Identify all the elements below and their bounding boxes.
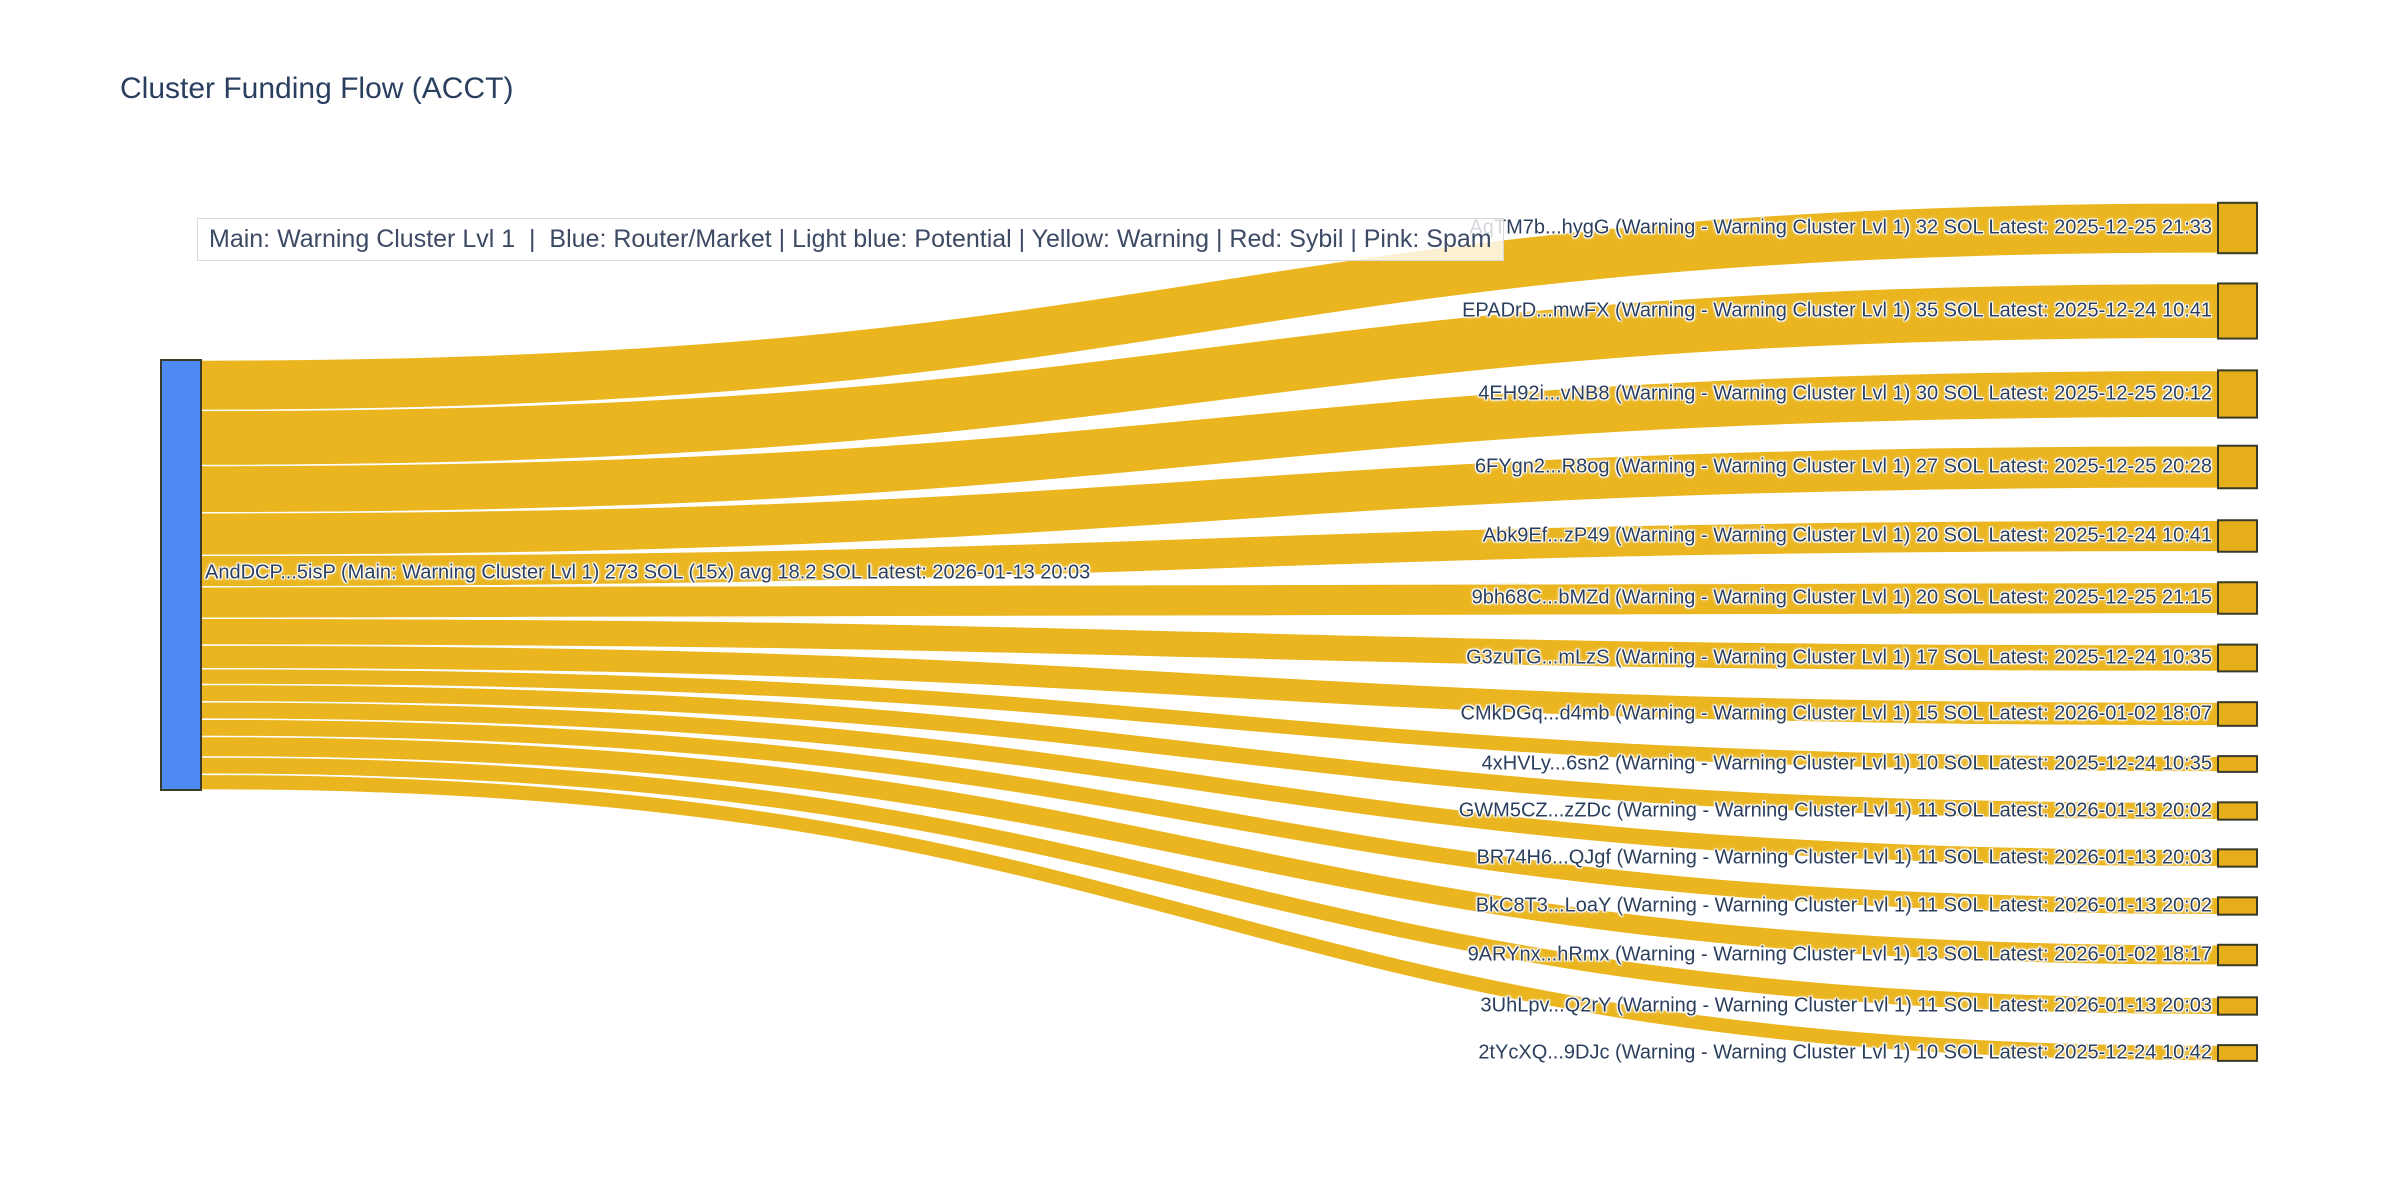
target-node-4EH92i...vNB8[interactable] bbox=[2217, 369, 2258, 419]
target-node-CMkDGq...d4mb[interactable] bbox=[2217, 701, 2258, 727]
target-node-G3zuTG...mLzS[interactable] bbox=[2217, 643, 2258, 673]
target-node-3UhLpv...Q2rY[interactable] bbox=[2217, 996, 2258, 1016]
target-node-AqTM7b...hygG[interactable] bbox=[2217, 201, 2258, 255]
target-node-6FYgn2...R8og[interactable] bbox=[2217, 444, 2258, 490]
target-node-4xHVLy...6sn2[interactable] bbox=[2217, 755, 2258, 773]
flow-link-9bh68C...bMZd[interactable] bbox=[200, 581, 2219, 620]
target-node-BR74H6...QJgf[interactable] bbox=[2217, 848, 2258, 868]
source-node-AndDCP...5isP[interactable] bbox=[160, 359, 202, 791]
target-node-GWM5CZ...zZDc[interactable] bbox=[2217, 801, 2258, 821]
target-node-Abk9Ef...zP49[interactable] bbox=[2217, 519, 2258, 553]
target-node-2tYcXQ...9DJc[interactable] bbox=[2217, 1044, 2258, 1062]
target-node-EPADrD...mwFX[interactable] bbox=[2217, 282, 2258, 340]
target-node-9ARYnx...hRmx[interactable] bbox=[2217, 943, 2258, 967]
target-node-9bh68C...bMZd[interactable] bbox=[2217, 581, 2258, 615]
legend-annotation: Main: Warning Cluster Lvl 1 | Blue: Rout… bbox=[197, 218, 1504, 261]
page-title: Cluster Funding Flow (ACCT) bbox=[120, 72, 514, 105]
target-node-BkC8T3...LoaY[interactable] bbox=[2217, 896, 2258, 916]
